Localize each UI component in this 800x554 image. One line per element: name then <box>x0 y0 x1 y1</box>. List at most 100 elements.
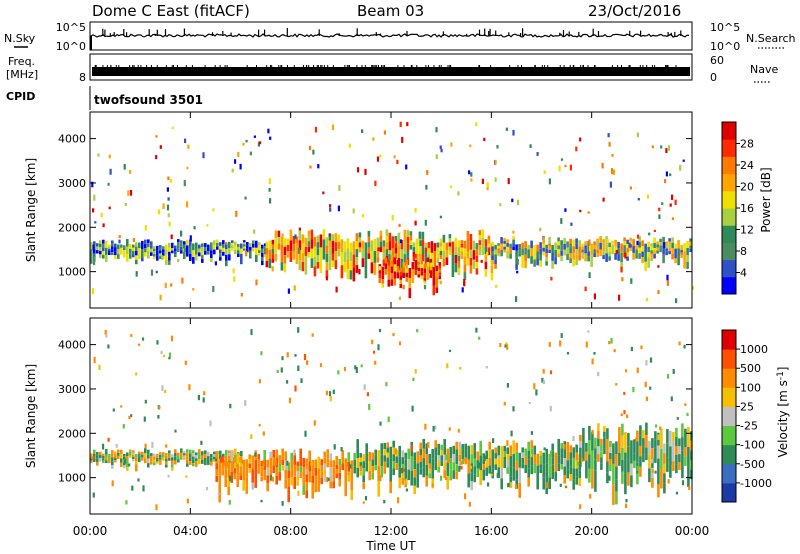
echo-cell <box>93 253 96 258</box>
echo-cell <box>338 465 341 473</box>
echo-cell <box>408 278 412 289</box>
echo-cell <box>387 272 391 280</box>
echo-cell <box>671 253 674 260</box>
echo-scatter <box>435 154 438 159</box>
echo-cell <box>398 477 401 489</box>
echo-cell <box>275 475 278 485</box>
echo-cell <box>153 254 156 257</box>
echo-cell <box>141 240 144 245</box>
echo-scatter <box>305 469 308 475</box>
echo-cell <box>451 265 455 278</box>
echo-scatter <box>661 202 664 206</box>
echo-cell <box>355 265 359 273</box>
echo-cell <box>581 246 584 250</box>
echo-cell <box>482 469 485 475</box>
echo-cell <box>183 244 186 249</box>
echo-cell <box>376 237 380 243</box>
echo-cell <box>326 458 329 463</box>
echo-cell <box>96 462 99 466</box>
echo-cell <box>530 440 533 449</box>
echo-cell <box>314 459 317 468</box>
echo-scatter <box>293 449 296 456</box>
echo-scatter <box>245 250 248 257</box>
echo-cell <box>624 431 627 453</box>
echo-cell <box>503 243 506 247</box>
echo-cell <box>418 231 422 239</box>
echo-cell <box>533 464 536 474</box>
echo-cell <box>271 239 275 245</box>
echo-cell <box>383 467 386 474</box>
echo-cell <box>367 242 371 248</box>
echo-cell <box>242 459 245 470</box>
echo-cell <box>539 260 542 267</box>
echo-cell <box>230 461 233 473</box>
echo-cell <box>301 252 305 262</box>
echo-cell <box>213 454 216 457</box>
echo-scatter <box>448 349 452 353</box>
echo-scatter <box>205 486 209 491</box>
echo-cell <box>470 445 473 455</box>
y-tick-label: 3000 <box>58 177 86 190</box>
echo-cell <box>408 268 412 279</box>
echo-cell <box>436 242 440 248</box>
echo-scatter <box>425 184 428 190</box>
echo-scatter <box>347 472 350 475</box>
echo-scatter <box>322 191 325 195</box>
echo-cell <box>563 238 566 244</box>
echo-cell <box>470 472 473 482</box>
echo-cell <box>204 454 207 458</box>
echo-cell <box>530 256 533 264</box>
echo-cell <box>509 243 512 249</box>
echo-scatter <box>325 276 328 281</box>
echo-cell <box>257 459 260 464</box>
echo-cell <box>466 231 470 238</box>
echo-cell <box>494 254 497 260</box>
echo-scatter <box>396 159 399 165</box>
echo-cell <box>437 466 440 473</box>
echo-cell <box>417 274 421 278</box>
echo-cell <box>192 463 195 467</box>
echo-cell <box>617 254 620 261</box>
echo-cell <box>527 441 530 451</box>
echo-cell <box>386 462 389 468</box>
colorbar-segment <box>722 368 736 388</box>
echo-cell <box>594 437 597 449</box>
echo-cell <box>269 457 272 464</box>
echo-scatter <box>212 208 215 212</box>
echo-cell <box>584 253 587 258</box>
echo-cell <box>231 248 234 251</box>
echo-cell <box>442 250 446 259</box>
echo-cell <box>536 465 539 478</box>
echo-cell <box>227 478 230 487</box>
echo-cell <box>644 252 647 262</box>
echo-cell <box>554 471 557 482</box>
echo-cell <box>159 459 162 463</box>
echo-cell <box>352 254 356 268</box>
echo-cell <box>678 446 681 455</box>
echo-scatter <box>364 168 367 175</box>
echo-cell <box>310 258 314 268</box>
echo-cell <box>409 235 413 241</box>
echo-scatter <box>287 288 290 294</box>
echo-cell <box>224 469 227 479</box>
echo-cell <box>358 247 362 253</box>
x-tick-label: 00:00 <box>73 524 108 538</box>
echo-cell <box>690 460 693 470</box>
echo-cell <box>438 272 442 276</box>
echo-cell <box>240 456 243 459</box>
echo-cell <box>138 253 141 260</box>
echo-cell <box>341 450 344 457</box>
echo-cell <box>141 451 144 455</box>
echo-scatter <box>174 429 177 433</box>
echo-cell <box>633 439 636 447</box>
echo-cell <box>246 248 249 253</box>
echo-cell <box>554 242 557 250</box>
echo-cell <box>448 246 452 251</box>
echo-scatter <box>107 344 110 349</box>
echo-cell <box>93 453 96 458</box>
colorbar-tick-label: 20 <box>740 181 754 194</box>
echo-scatter <box>398 341 402 346</box>
echo-cell <box>484 239 488 247</box>
echo-scatter <box>528 401 531 405</box>
